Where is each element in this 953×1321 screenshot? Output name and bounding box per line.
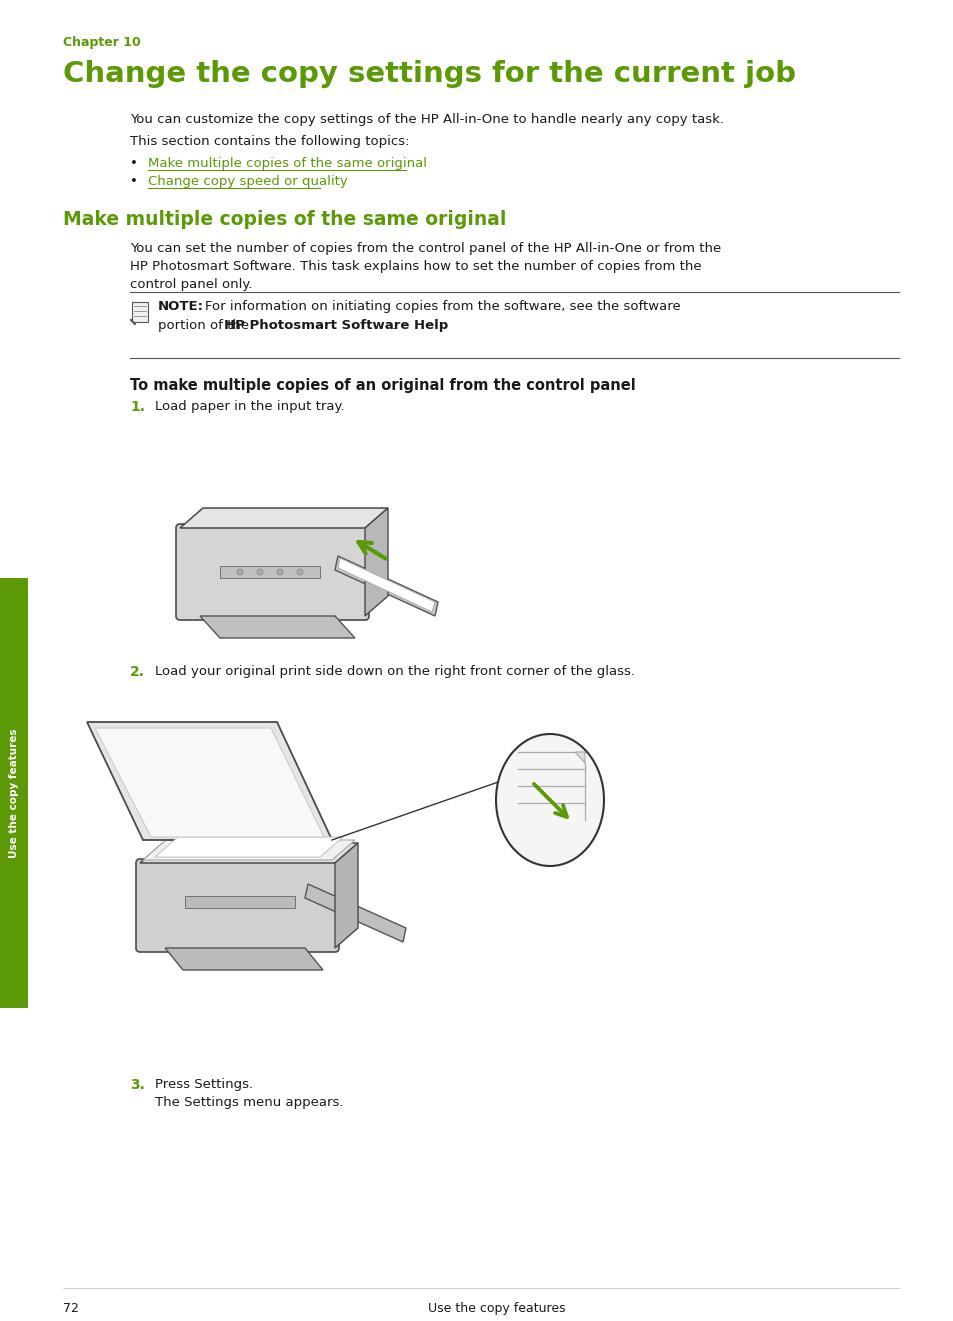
Bar bbox=[132, 303, 148, 322]
Polygon shape bbox=[95, 728, 324, 838]
Text: HP Photosmart Software. This task explains how to set the number of copies from : HP Photosmart Software. This task explai… bbox=[130, 260, 700, 273]
Text: Use the copy features: Use the copy features bbox=[428, 1303, 565, 1314]
Bar bbox=[185, 896, 294, 908]
Text: Press Settings.: Press Settings. bbox=[154, 1078, 253, 1091]
Bar bbox=[0, 579, 28, 1008]
Polygon shape bbox=[165, 948, 323, 970]
Circle shape bbox=[256, 569, 263, 575]
Text: Use the copy features: Use the copy features bbox=[9, 728, 19, 857]
Polygon shape bbox=[575, 752, 584, 764]
Polygon shape bbox=[365, 509, 388, 616]
FancyBboxPatch shape bbox=[136, 859, 338, 952]
Text: Change copy speed or quality: Change copy speed or quality bbox=[148, 174, 348, 188]
Polygon shape bbox=[143, 840, 355, 860]
Text: •: • bbox=[130, 157, 138, 170]
Text: You can customize the copy settings of the HP All-in-One to handle nearly any co: You can customize the copy settings of t… bbox=[130, 114, 723, 125]
Polygon shape bbox=[140, 843, 357, 863]
Text: portion of the: portion of the bbox=[158, 318, 253, 332]
Text: Load paper in the input tray.: Load paper in the input tray. bbox=[154, 400, 344, 413]
Circle shape bbox=[276, 569, 283, 575]
Text: control panel only.: control panel only. bbox=[130, 277, 253, 291]
Polygon shape bbox=[87, 723, 332, 840]
Text: For information on initiating copies from the software, see the software: For information on initiating copies fro… bbox=[205, 300, 680, 313]
Text: The Settings menu appears.: The Settings menu appears. bbox=[154, 1096, 343, 1110]
Text: NOTE:: NOTE: bbox=[158, 300, 204, 313]
Text: Make multiple copies of the same original: Make multiple copies of the same origina… bbox=[148, 157, 427, 170]
Circle shape bbox=[296, 569, 303, 575]
Text: Chapter 10: Chapter 10 bbox=[63, 36, 141, 49]
Text: Change the copy settings for the current job: Change the copy settings for the current… bbox=[63, 59, 795, 89]
Text: Make multiple copies of the same original: Make multiple copies of the same origina… bbox=[63, 210, 506, 229]
Polygon shape bbox=[180, 509, 388, 528]
Circle shape bbox=[236, 569, 243, 575]
Text: Load your original print side down on the right front corner of the glass.: Load your original print side down on th… bbox=[154, 664, 635, 678]
Text: 72: 72 bbox=[63, 1303, 79, 1314]
Text: HP Photosmart Software Help: HP Photosmart Software Help bbox=[224, 318, 448, 332]
Polygon shape bbox=[305, 884, 406, 942]
Ellipse shape bbox=[496, 734, 603, 867]
Polygon shape bbox=[337, 557, 435, 612]
Bar bbox=[220, 565, 319, 579]
Text: To make multiple copies of an original from the control panel: To make multiple copies of an original f… bbox=[130, 378, 635, 394]
Text: 2.: 2. bbox=[130, 664, 145, 679]
Polygon shape bbox=[154, 838, 343, 857]
Text: This section contains the following topics:: This section contains the following topi… bbox=[130, 135, 409, 148]
Text: You can set the number of copies from the control panel of the HP All-in-One or : You can set the number of copies from th… bbox=[130, 242, 720, 255]
Polygon shape bbox=[335, 843, 357, 948]
Text: 1.: 1. bbox=[130, 400, 145, 413]
Polygon shape bbox=[200, 616, 355, 638]
Polygon shape bbox=[335, 556, 437, 616]
FancyBboxPatch shape bbox=[175, 524, 369, 620]
Text: 3.: 3. bbox=[130, 1078, 145, 1092]
Text: .: . bbox=[392, 318, 395, 332]
Text: •: • bbox=[130, 174, 138, 188]
